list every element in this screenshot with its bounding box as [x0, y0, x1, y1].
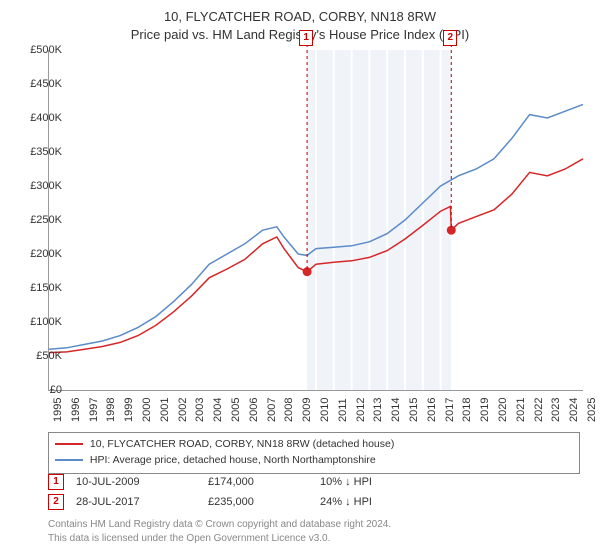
- event-date: 28-JUL-2017: [76, 496, 196, 508]
- x-tick-label: 2022: [533, 398, 545, 422]
- event-delta: 24% ↓ HPI: [320, 496, 372, 508]
- y-tick-label: £0: [12, 384, 62, 396]
- title-address: 10, FLYCATCHER ROAD, CORBY, NN18 8RW: [0, 8, 600, 26]
- event-marker-2: 2: [48, 494, 64, 510]
- footer-attribution: Contains HM Land Registry data © Crown c…: [48, 518, 580, 546]
- legend-item-property: 10, FLYCATCHER ROAD, CORBY, NN18 8RW (de…: [55, 437, 573, 453]
- y-tick-label: £200K: [12, 248, 62, 260]
- y-tick-label: £500K: [12, 44, 62, 56]
- x-tick-label: 2011: [337, 398, 349, 422]
- y-tick-label: £450K: [12, 78, 62, 90]
- x-tick-label: 2025: [586, 398, 598, 422]
- x-tick-label: 2002: [177, 398, 189, 422]
- x-tick-label: 1998: [105, 398, 117, 422]
- x-tick-label: 2008: [283, 398, 295, 422]
- x-tick-label: 1996: [70, 398, 82, 422]
- chart-svg: [49, 50, 583, 390]
- x-tick-label: 2018: [461, 398, 473, 422]
- legend-item-hpi: HPI: Average price, detached house, Nort…: [55, 453, 573, 469]
- event-delta: 10% ↓ HPI: [320, 476, 372, 488]
- legend-swatch-property: [55, 443, 83, 445]
- y-tick-label: £300K: [12, 180, 62, 192]
- event-date: 10-JUL-2009: [76, 476, 196, 488]
- event-row: 2 28-JUL-2017 £235,000 24% ↓ HPI: [48, 492, 580, 512]
- x-tick-label: 2005: [230, 398, 242, 422]
- x-tick-label: 2017: [444, 398, 456, 422]
- sale-marker-1: 1: [299, 30, 313, 46]
- y-tick-label: £50K: [12, 350, 62, 362]
- plot-area: [48, 50, 583, 391]
- x-tick-label: 2006: [248, 398, 260, 422]
- event-price: £235,000: [208, 496, 308, 508]
- footer-line1: Contains HM Land Registry data © Crown c…: [48, 518, 580, 532]
- legend-label-hpi: HPI: Average price, detached house, Nort…: [90, 454, 376, 466]
- legend: 10, FLYCATCHER ROAD, CORBY, NN18 8RW (de…: [48, 432, 580, 474]
- x-tick-label: 2024: [568, 398, 580, 422]
- x-tick-label: 2020: [497, 398, 509, 422]
- y-tick-label: £400K: [12, 112, 62, 124]
- x-tick-label: 2000: [141, 398, 153, 422]
- x-tick-label: 2001: [159, 398, 171, 422]
- legend-swatch-hpi: [55, 459, 83, 461]
- legend-label-property: 10, FLYCATCHER ROAD, CORBY, NN18 8RW (de…: [90, 438, 394, 450]
- x-tick-label: 1995: [52, 398, 64, 422]
- events-table: 1 10-JUL-2009 £174,000 10% ↓ HPI 2 28-JU…: [48, 472, 580, 512]
- x-tick-label: 1997: [88, 398, 100, 422]
- x-tick-label: 2009: [301, 398, 313, 422]
- x-tick-label: 2003: [194, 398, 206, 422]
- sale-marker-2: 2: [443, 30, 457, 46]
- x-tick-label: 2019: [479, 398, 491, 422]
- price-chart: 10, FLYCATCHER ROAD, CORBY, NN18 8RW Pri…: [0, 0, 600, 560]
- x-tick-label: 2023: [550, 398, 562, 422]
- y-tick-label: £100K: [12, 316, 62, 328]
- x-tick-label: 2010: [319, 398, 331, 422]
- x-tick-label: 2004: [212, 398, 224, 422]
- event-marker-1: 1: [48, 474, 64, 490]
- x-tick-label: 2015: [408, 398, 420, 422]
- y-tick-label: £250K: [12, 214, 62, 226]
- x-tick-label: 2007: [266, 398, 278, 422]
- x-tick-label: 2014: [390, 398, 402, 422]
- event-price: £174,000: [208, 476, 308, 488]
- x-tick-label: 2016: [426, 398, 438, 422]
- x-tick-label: 2013: [372, 398, 384, 422]
- y-tick-label: £350K: [12, 146, 62, 158]
- footer-line2: This data is licensed under the Open Gov…: [48, 532, 580, 546]
- x-tick-label: 2012: [355, 398, 367, 422]
- x-tick-label: 2021: [515, 398, 527, 422]
- x-tick-label: 1999: [123, 398, 135, 422]
- event-row: 1 10-JUL-2009 £174,000 10% ↓ HPI: [48, 472, 580, 492]
- y-tick-label: £150K: [12, 282, 62, 294]
